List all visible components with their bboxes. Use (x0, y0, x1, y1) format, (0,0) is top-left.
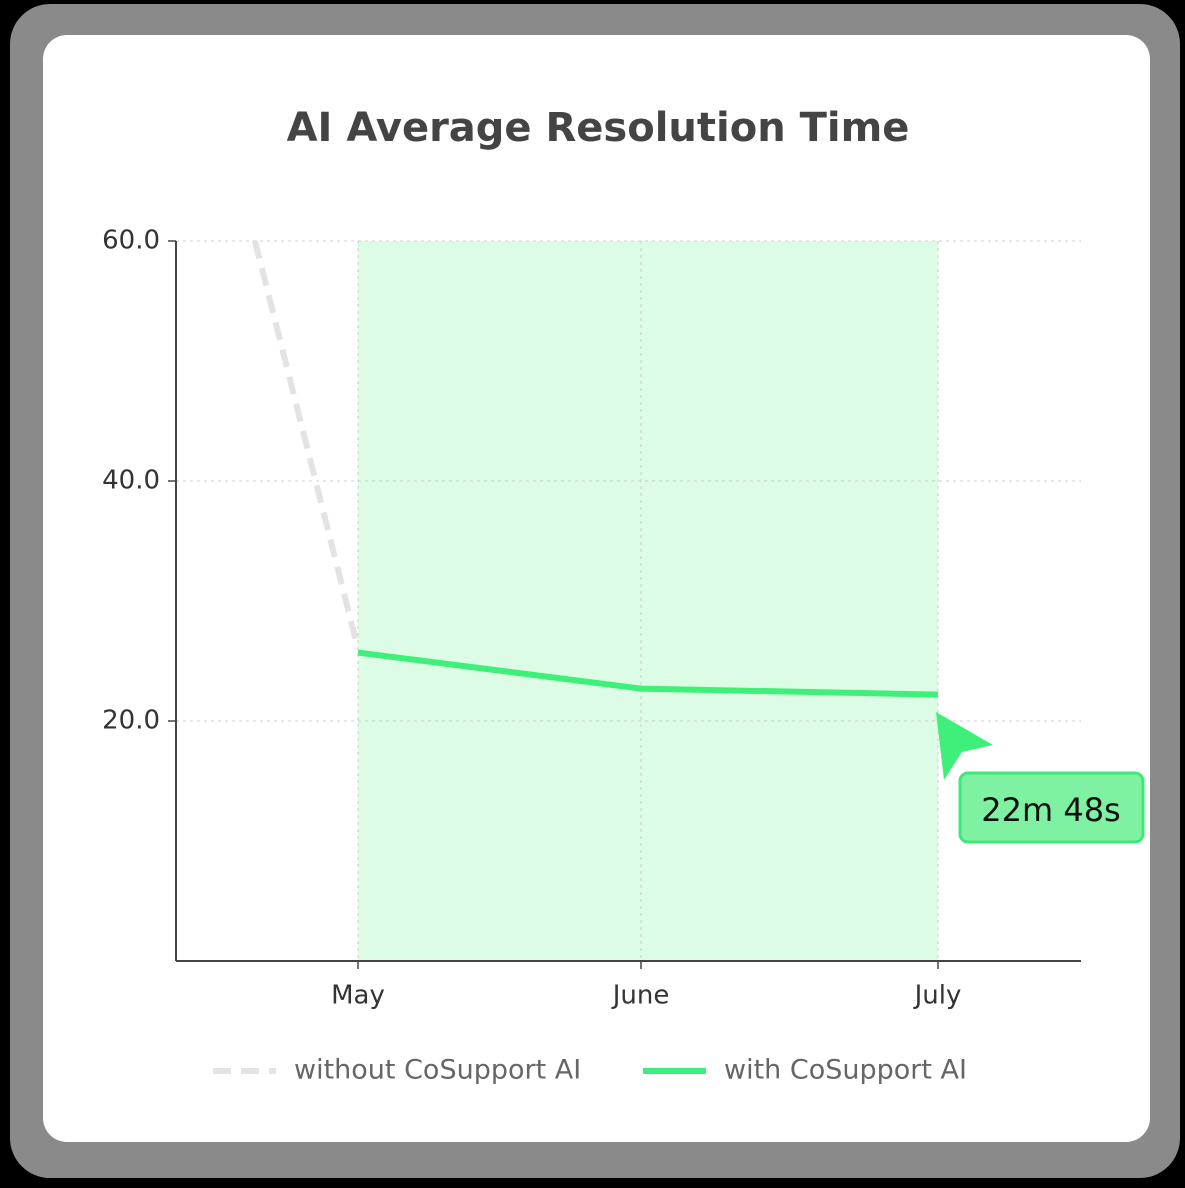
annotation-box (958, 771, 1145, 844)
highlight-region (358, 241, 938, 961)
x-tick-label: July (913, 981, 962, 1011)
annotation-text: 22m 48s (981, 791, 1120, 829)
x-tick-label: May (331, 981, 385, 1011)
y-tick-label: 20.0 (102, 706, 160, 736)
y-tick-label: 60.0 (102, 226, 160, 256)
series-line (357, 649, 939, 698)
y-tick-label: 40.0 (102, 466, 160, 496)
x-tick-label: June (611, 981, 670, 1011)
cursor (936, 712, 993, 780)
series-line (252, 240, 361, 650)
legend-label: with CoSupport AI (724, 1055, 967, 1086)
legend-label: without CoSupport AI (294, 1055, 581, 1086)
chart-title: AI Average Resolution Time (287, 105, 910, 151)
